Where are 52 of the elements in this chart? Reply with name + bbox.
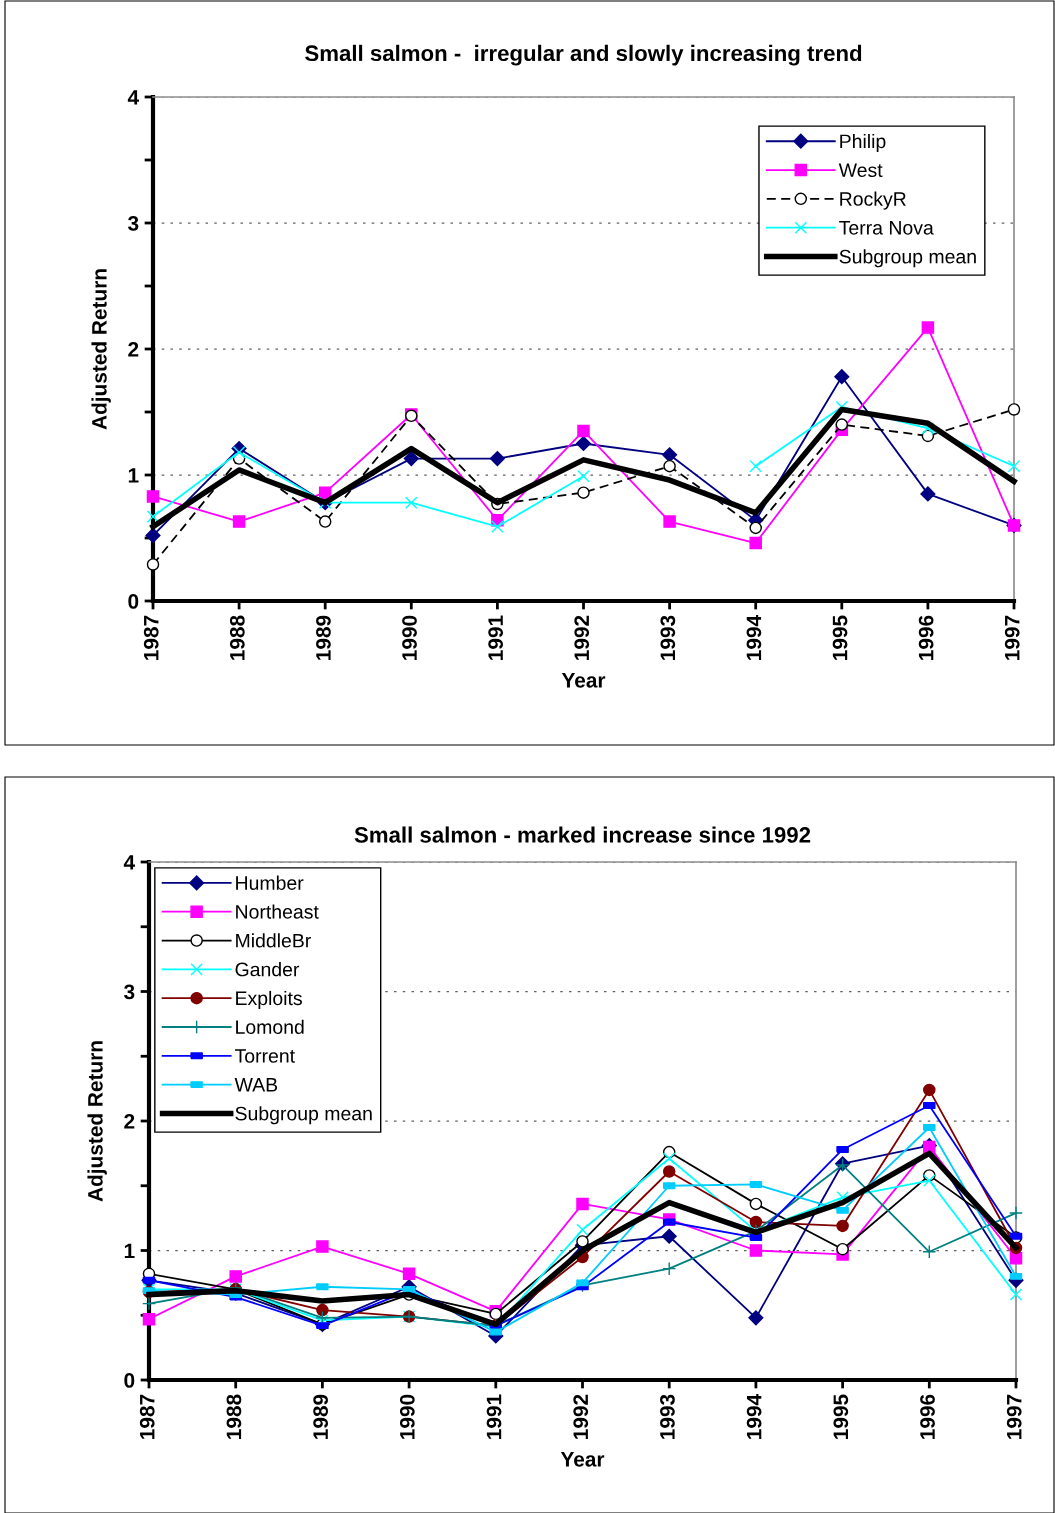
x-tick-label: 1987 bbox=[139, 1394, 155, 1439]
x-tick-label: 1995 bbox=[832, 615, 848, 660]
x-tick-label: 1993 bbox=[660, 1394, 675, 1439]
x-axis-title: Year bbox=[560, 1452, 605, 1467]
x-axis-title: Year bbox=[561, 673, 606, 688]
x-tick-label: 1997 bbox=[1004, 615, 1020, 660]
y-axis-title: Adjusted Return bbox=[87, 1041, 107, 1202]
legend-label: West bbox=[838, 163, 883, 178]
x-tick-label: 1992 bbox=[574, 615, 590, 660]
legend-label: Gander bbox=[235, 962, 300, 977]
legend-label: MiddleBr bbox=[236, 933, 311, 948]
x-tick-label: 1996 bbox=[920, 1394, 935, 1439]
y-tick-label: 4 bbox=[123, 855, 135, 870]
y-tick-label: 2 bbox=[128, 342, 139, 357]
legend-label: Subgroup mean bbox=[235, 1106, 372, 1125]
legend-label: Lomond bbox=[236, 1019, 304, 1034]
legend-label: Northeast bbox=[236, 904, 319, 919]
x-tick-label: 1991 bbox=[486, 1394, 502, 1439]
y-tick-label: 3 bbox=[128, 216, 139, 231]
legend-label: Terra Nova bbox=[839, 221, 934, 235]
y-tick-label: 2 bbox=[124, 1114, 135, 1129]
x-tick-label: 1995 bbox=[833, 1394, 849, 1439]
legend-label: Philip bbox=[840, 133, 886, 153]
x-tick-label: 1992 bbox=[573, 1394, 589, 1439]
x-tick-label: 1996 bbox=[918, 615, 934, 660]
legend-label: WAB bbox=[234, 1078, 278, 1092]
y-tick-label: 0 bbox=[128, 594, 139, 609]
legend-label: Exploits bbox=[236, 990, 302, 1010]
y-tick-label: 1 bbox=[124, 1243, 135, 1259]
x-tick-label: 1989 bbox=[316, 615, 331, 660]
x-tick-label: 1990 bbox=[399, 1394, 415, 1439]
y-tick-label: 4 bbox=[127, 90, 139, 105]
chart-title: Small salmon - irregular and slowly increasing trend bbox=[305, 44, 862, 66]
x-tick-label: 1994 bbox=[746, 1394, 762, 1439]
y-axis-title: Adjusted Return bbox=[91, 269, 111, 430]
x-tick-label: 1991 bbox=[488, 615, 503, 660]
y-tick-label: 3 bbox=[124, 984, 135, 1000]
chart-title: Small salmon - marked increase since 1992 bbox=[354, 826, 811, 843]
x-tick-label: 1997 bbox=[1006, 1394, 1022, 1439]
legend-label: Humber bbox=[236, 875, 304, 890]
legend-label: RockyR bbox=[840, 191, 906, 210]
legend-label: Subgroup mean bbox=[839, 249, 976, 268]
x-tick-label: 1993 bbox=[660, 615, 676, 660]
x-tick-label: 1988 bbox=[226, 1394, 242, 1439]
y-tick-label: 1 bbox=[128, 468, 139, 483]
y-tick-label: 0 bbox=[124, 1373, 135, 1388]
x-tick-label: 1989 bbox=[313, 1394, 328, 1439]
x-tick-label: 1987 bbox=[143, 615, 159, 660]
x-tick-label: 1994 bbox=[746, 615, 762, 660]
x-tick-label: 1990 bbox=[402, 615, 417, 660]
legend-label: Torrent bbox=[234, 1049, 295, 1063]
x-tick-label: 1988 bbox=[229, 615, 245, 660]
